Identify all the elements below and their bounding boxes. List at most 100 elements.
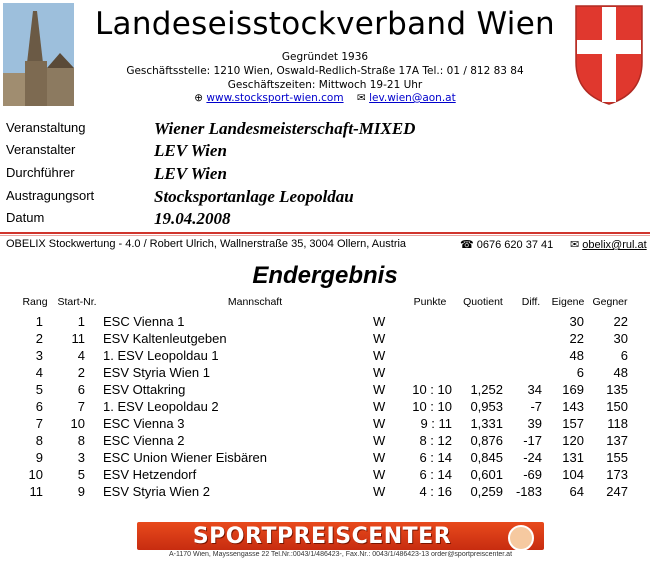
info-label-veranstalter: Veranstalter <box>6 142 76 157</box>
cell-eigene: 131 <box>562 450 584 465</box>
cell-quotient: 1,331 <box>470 416 503 431</box>
cell-punkte: 6 : 14 <box>419 467 452 482</box>
cell-w: W <box>373 399 386 414</box>
cell-team: ESV Styria Wien 1 <box>103 365 210 380</box>
cell-eigene: 30 <box>569 314 584 329</box>
mail-icon: ✉ <box>356 92 366 104</box>
cell-gegner: 48 <box>613 365 628 380</box>
cell-rang: 2 <box>35 331 43 346</box>
cell-w: W <box>373 484 386 499</box>
cell-w: W <box>373 331 386 346</box>
cell-start: 4 <box>77 348 85 363</box>
cell-rang: 3 <box>35 348 43 363</box>
cell-rang: 11 <box>29 484 44 499</box>
table-row: 2 11 ESV Kaltenleutgeben W 22 30 <box>0 331 650 348</box>
cell-team: ESV Kaltenleutgeben <box>103 331 227 346</box>
cell-w: W <box>373 433 386 448</box>
cell-punkte: 8 : 12 <box>419 433 452 448</box>
cell-punkte: 9 : 11 <box>420 416 452 431</box>
table-row: 3 4 1. ESV Leopoldau 1 W 48 6 <box>0 348 650 365</box>
mail-icon: ✉ <box>570 239 580 251</box>
cell-eigene: 22 <box>569 331 584 346</box>
website-link[interactable]: www.stocksport-wien.com <box>206 92 344 104</box>
info-label-veranstaltung: Veranstaltung <box>6 120 86 135</box>
results-heading: Endergebnis <box>252 262 398 289</box>
cell-start: 5 <box>77 467 85 482</box>
cell-rang: 5 <box>35 382 43 397</box>
cell-quotient: 0,876 <box>470 433 503 448</box>
cell-diff: -24 <box>523 450 542 465</box>
table-row: 9 3 ESC Union Wiener Eisbären W 6 : 14 0,845 -… <box>0 450 650 467</box>
col-punkte: Punkte <box>413 296 447 308</box>
globe-icon: ⊕ <box>194 92 204 104</box>
org-email: ✉ obelix@rul.at <box>570 238 647 251</box>
email-link[interactable]: lev.wien@aon.at <box>369 92 456 104</box>
info-label-durchfuehrer: Durchführer <box>6 165 75 180</box>
table-row: 8 8 ESC Vienna 2 W 8 : 12 0,876 -17 120 137 <box>0 433 650 450</box>
info-value-austragungsort: Stocksportanlage Leopoldau <box>154 187 354 206</box>
cell-w: W <box>373 348 386 363</box>
cell-diff: -69 <box>523 467 542 482</box>
sponsor-address: A-1170 Wien, Mayssengasse 22 Tel.Nr.:004… <box>168 551 513 558</box>
office-hours: Geschäftszeiten: Mittwoch 19-21 Uhr <box>227 79 423 91</box>
cell-gegner: 6 <box>620 348 628 363</box>
cell-team: 1. ESV Leopoldau 2 <box>103 399 219 414</box>
contact-links: ⊕ www.stocksport-wien.com ✉ lev.wien@aon… <box>0 92 650 104</box>
cell-rang: 10 <box>28 467 43 482</box>
header-divider <box>0 232 650 234</box>
cell-rang: 7 <box>35 416 43 431</box>
office-address: Geschäftsstelle: 1210 Wien, Oswald-Redli… <box>126 65 524 77</box>
col-mannschaft: Mannschaft <box>227 296 283 308</box>
cell-gegner: 155 <box>606 450 628 465</box>
header-divider-shadow <box>0 235 650 236</box>
cell-eigene: 120 <box>562 433 584 448</box>
cell-eigene: 157 <box>562 416 584 431</box>
col-eigene: Eigene <box>551 296 585 308</box>
info-value-veranstalter: LEV Wien <box>154 141 227 160</box>
cell-diff: -17 <box>523 433 542 448</box>
cell-rang: 6 <box>35 399 43 414</box>
info-value-datum: 19.04.2008 <box>154 209 231 228</box>
col-rang: Rang <box>22 296 48 308</box>
cell-start: 11 <box>71 331 86 346</box>
phone-icon: ☎ <box>460 239 474 251</box>
software-credit: OBELIX Stockwertung - 4.0 / Robert Ulric… <box>6 238 407 250</box>
cell-start: 10 <box>70 416 85 431</box>
org-email-link[interactable]: obelix@rul.at <box>582 239 647 251</box>
table-row: 5 6 ESV Ottakring W 10 : 10 1,252 34 169 135 <box>0 382 650 399</box>
vienna-coat-of-arms <box>574 4 644 106</box>
cell-diff: 34 <box>527 382 542 397</box>
cell-gegner: 135 <box>606 382 628 397</box>
cell-punkte: 10 : 10 <box>412 399 452 414</box>
cell-team: ESV Hetzendorf <box>103 467 197 482</box>
page-title: Landeseisstockverband Wien <box>94 6 556 42</box>
col-start: Start-Nr. <box>57 296 97 308</box>
cell-start: 7 <box>77 399 85 414</box>
info-value-durchfuehrer: LEV Wien <box>154 164 227 183</box>
table-row: 10 5 ESV Hetzendorf W 6 : 14 0,601 -69 104 173 <box>0 467 650 484</box>
cell-team: ESC Vienna 2 <box>103 433 185 448</box>
cell-team: 1. ESV Leopoldau 1 <box>103 348 219 363</box>
cell-rang: 1 <box>35 314 43 329</box>
cell-eigene: 6 <box>576 365 584 380</box>
cell-gegner: 173 <box>606 467 628 482</box>
cell-gegner: 247 <box>606 484 628 499</box>
cell-diff: -7 <box>530 399 542 414</box>
cell-gegner: 150 <box>606 399 628 414</box>
table-row: 4 2 ESV Styria Wien 1 W 6 48 <box>0 365 650 382</box>
col-quotient: Quotient <box>463 296 503 308</box>
cell-team: ESC Vienna 1 <box>103 314 185 329</box>
table-row: 1 1 ESC Vienna 1 W 30 22 <box>0 314 650 331</box>
cell-gegner: 30 <box>613 331 628 346</box>
cell-gegner: 22 <box>613 314 628 329</box>
cell-start: 3 <box>77 450 85 465</box>
table-row: 11 9 ESV Styria Wien 2 W 4 : 16 0,259 -183 64 24… <box>0 484 650 501</box>
cell-start: 6 <box>77 382 85 397</box>
sponsor-name: SPORTPREISCENTER <box>192 524 452 549</box>
cell-rang: 9 <box>35 450 43 465</box>
org-phone-number: 0676 620 37 41 <box>476 239 554 251</box>
cell-eigene: 143 <box>562 399 584 414</box>
info-value-veranstaltung: Wiener Landesmeisterschaft-MIXED <box>154 119 416 138</box>
cathedral-photo <box>3 3 74 106</box>
cell-w: W <box>373 416 386 431</box>
